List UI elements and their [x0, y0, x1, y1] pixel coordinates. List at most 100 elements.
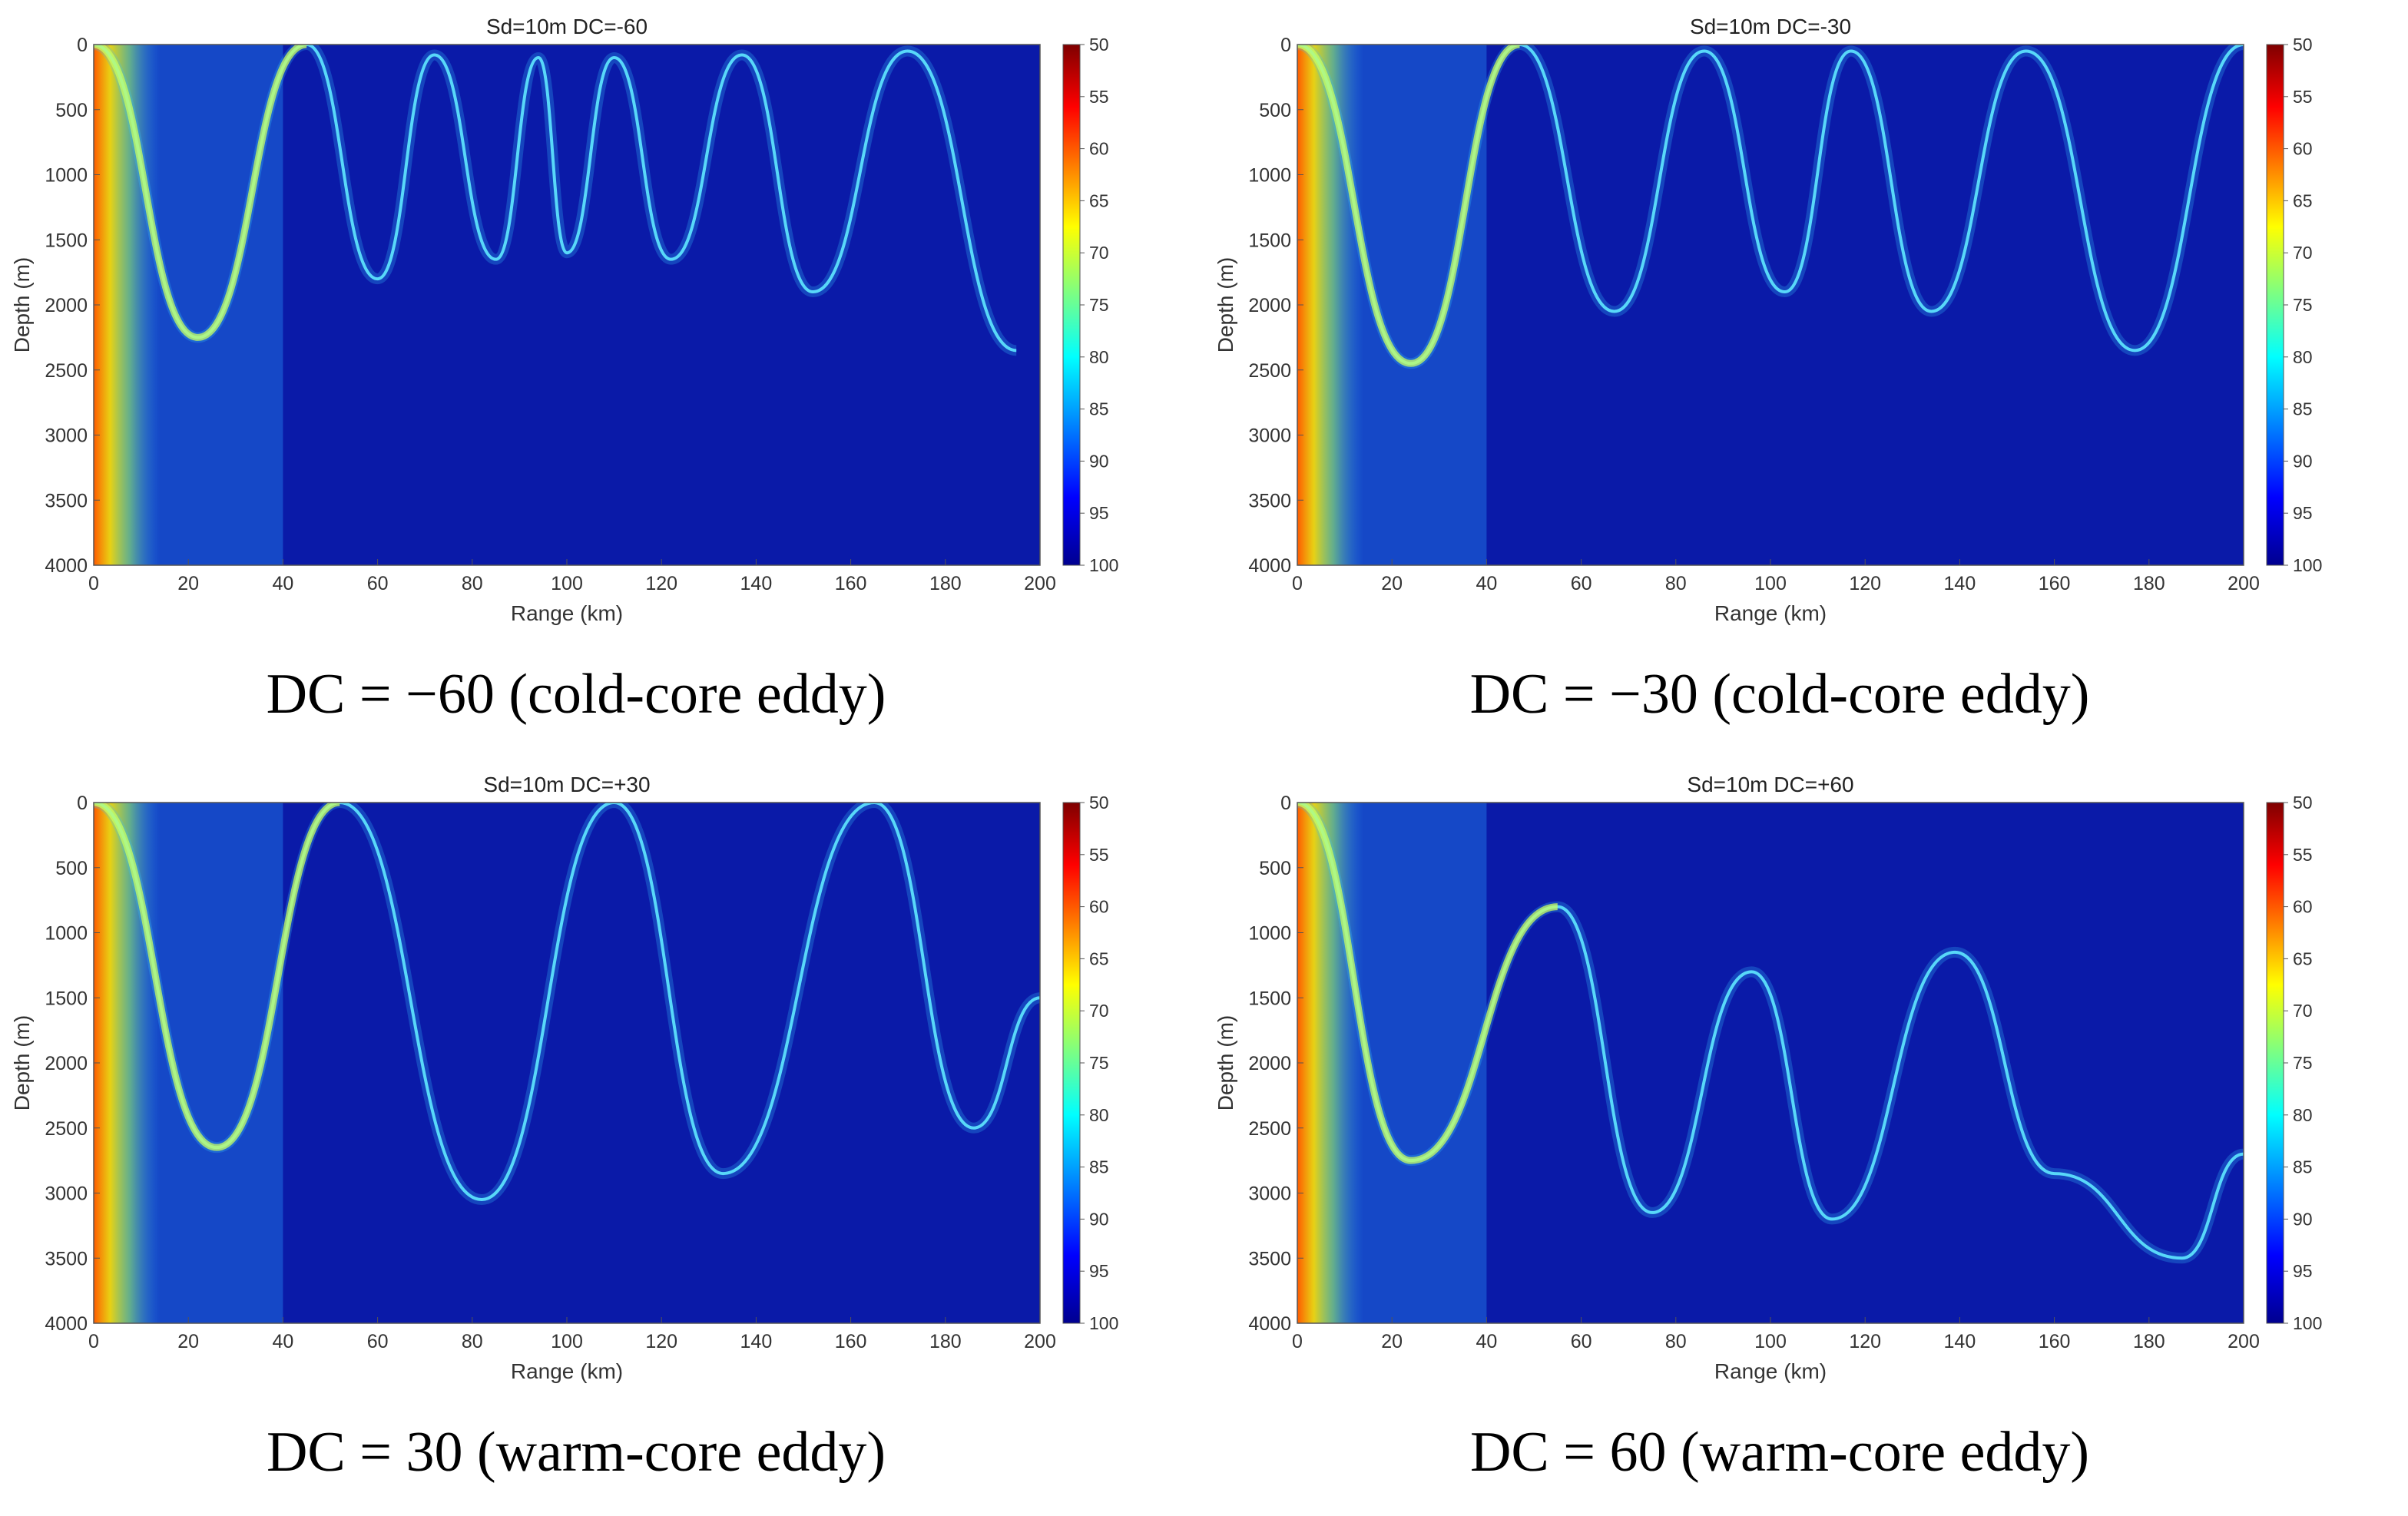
colorbar-tick-label: 65 — [1089, 948, 1109, 968]
x-tick-label: 20 — [1381, 573, 1403, 594]
panel-caption: DC = −30 (cold-core eddy) — [1469, 663, 2090, 726]
y-axis-label: Depth (m) — [1214, 257, 1237, 353]
x-tick-label: 60 — [1571, 573, 1592, 594]
y-axis-label: Depth (m) — [1214, 1015, 1237, 1111]
panel-dc-minus-30: Sd=10m DC=-30 0 20 40 60 80 100 120 140 160 180 200… — [1204, 0, 2407, 758]
y-tick-label: 1500 — [1248, 988, 1291, 1009]
first-convergence-ray — [94, 45, 308, 341]
colorbar-tick-label: 95 — [1089, 1261, 1109, 1281]
source-region — [1297, 45, 1364, 565]
x-tick-label: 60 — [1571, 1331, 1592, 1352]
colorbar-tick-label: 80 — [1089, 347, 1109, 367]
panel-caption: DC = −60 (cold-core eddy) — [266, 663, 886, 726]
x-tick-label: 160 — [835, 1331, 867, 1352]
y-tick-label: 3000 — [1248, 425, 1291, 447]
y-tick-label: 3000 — [45, 1183, 88, 1205]
y-tick-label: 2000 — [1248, 1053, 1291, 1074]
colorbar-tick-label: 90 — [2293, 1209, 2313, 1229]
x-tick-label: 0 — [88, 573, 99, 594]
colorbar-tick-label: 100 — [1089, 1313, 1118, 1333]
y-tick-label: 500 — [55, 100, 88, 121]
x-tick-label: 80 — [1665, 573, 1687, 594]
colorbar-tick-label: 80 — [2293, 1105, 2313, 1125]
y-tick-label: 4000 — [1248, 555, 1291, 577]
x-tick-label: 80 — [462, 1331, 483, 1352]
y-tick-label: 3000 — [45, 425, 88, 447]
source-region — [94, 45, 161, 565]
y-tick-label: 3500 — [45, 1248, 88, 1269]
y-axis-label: Depth (m) — [10, 1015, 34, 1111]
first-convergence-ray — [1297, 803, 1558, 1164]
x-tick-label: 120 — [1849, 1331, 1881, 1352]
first-convergence-ray — [94, 803, 341, 1151]
colorbar-tick-label: 75 — [2293, 295, 2313, 315]
colorbar-tick-label: 95 — [1089, 503, 1109, 523]
y-tick-label: 500 — [1259, 858, 1291, 879]
colorbar-tick-label: 80 — [1089, 1105, 1109, 1125]
colorbar-tick-label: 75 — [2293, 1053, 2313, 1073]
x-tick-label: 200 — [1024, 1331, 1056, 1352]
panel-caption: DC = 60 (warm-core eddy) — [1469, 1421, 2090, 1484]
colorbar-tick-label: 95 — [2293, 1261, 2313, 1281]
heatmap-chart: Sd=10m DC=+30 0 20 40 60 80 100 120 140 160 180 200… — [10, 773, 1118, 1383]
chart-title: Sd=10m DC=+60 — [1687, 773, 1853, 796]
colorbar-tick-label: 90 — [1089, 1209, 1109, 1229]
colorbar-tick-label: 70 — [1089, 243, 1109, 263]
colorbar-tick-label: 70 — [2293, 243, 2313, 263]
y-tick-label: 2500 — [1248, 360, 1291, 382]
x-tick-label: 40 — [1476, 573, 1497, 594]
panel-dc-plus-30: Sd=10m DC=+30 0 20 40 60 80 100 120 140 160 180 200… — [0, 758, 1204, 1516]
y-tick-label: 4000 — [45, 555, 88, 577]
colorbar-tick-label: 85 — [1089, 1157, 1109, 1177]
x-tick-label: 40 — [272, 573, 293, 594]
colorbar-tick-label: 100 — [2293, 1313, 2322, 1333]
x-tick-label: 40 — [272, 1331, 293, 1352]
x-axis-label: Range (km) — [1714, 1359, 1827, 1383]
colorbar — [1062, 44, 1081, 566]
colorbar-tick-label: 60 — [1089, 139, 1109, 159]
source-region — [1297, 803, 1364, 1323]
panel-dc-minus-60: Sd=10m DC=-60 0 20 40 60 80 100 120 140 160 180 200… — [0, 0, 1204, 758]
x-tick-label: 100 — [551, 573, 583, 594]
x-tick-label: 140 — [740, 573, 773, 594]
x-tick-label: 160 — [2039, 573, 2071, 594]
first-convergence-ray — [1297, 45, 1521, 367]
y-tick-label: 3000 — [1248, 1183, 1291, 1205]
x-tick-label: 20 — [177, 573, 199, 594]
colorbar-tick-label: 100 — [1089, 555, 1118, 575]
x-tick-label: 60 — [367, 1331, 389, 1352]
colorbar-tick-label: 50 — [1089, 793, 1109, 813]
x-axis-label: Range (km) — [511, 601, 623, 625]
heatmap-chart: Sd=10m DC=+60 0 20 40 60 80 100 120 140 160 180 200… — [1214, 773, 2322, 1383]
x-tick-label: 180 — [2133, 1331, 2165, 1352]
x-tick-label: 180 — [929, 1331, 962, 1352]
x-tick-label: 140 — [1944, 573, 1976, 594]
y-tick-label: 2500 — [45, 360, 88, 382]
x-tick-label: 140 — [740, 1331, 773, 1352]
panel-dc-plus-60: Sd=10m DC=+60 0 20 40 60 80 100 120 140 160 180 200… — [1204, 758, 2407, 1516]
colorbar-tick-label: 50 — [2293, 35, 2313, 55]
y-tick-label: 0 — [77, 793, 88, 814]
y-tick-label: 0 — [77, 35, 88, 56]
colorbar-tick-label: 55 — [2293, 845, 2313, 865]
y-tick-label: 1000 — [45, 165, 88, 187]
y-tick-label: 1500 — [45, 988, 88, 1009]
x-tick-label: 160 — [2039, 1331, 2071, 1352]
colorbar-tick-label: 85 — [2293, 1157, 2313, 1177]
colorbar — [2266, 802, 2284, 1324]
colorbar-tick-label: 75 — [1089, 1053, 1109, 1073]
y-tick-label: 4000 — [45, 1313, 88, 1335]
y-tick-label: 1500 — [1248, 230, 1291, 251]
colorbar-tick-label: 65 — [2293, 948, 2313, 968]
y-tick-label: 2500 — [1248, 1118, 1291, 1140]
x-tick-label: 0 — [88, 1331, 99, 1352]
y-tick-label: 1000 — [1248, 165, 1291, 187]
colorbar — [1062, 802, 1081, 1324]
colorbar-tick-label: 60 — [2293, 897, 2313, 917]
y-tick-label: 2000 — [45, 295, 88, 316]
colorbar-tick-label: 55 — [2293, 87, 2313, 107]
y-tick-label: 3500 — [45, 490, 88, 511]
colorbar-tick-label: 60 — [1089, 897, 1109, 917]
heatmap-chart: Sd=10m DC=-30 0 20 40 60 80 100 120 140 160 180 200… — [1214, 15, 2322, 625]
x-tick-label: 140 — [1944, 1331, 1976, 1352]
